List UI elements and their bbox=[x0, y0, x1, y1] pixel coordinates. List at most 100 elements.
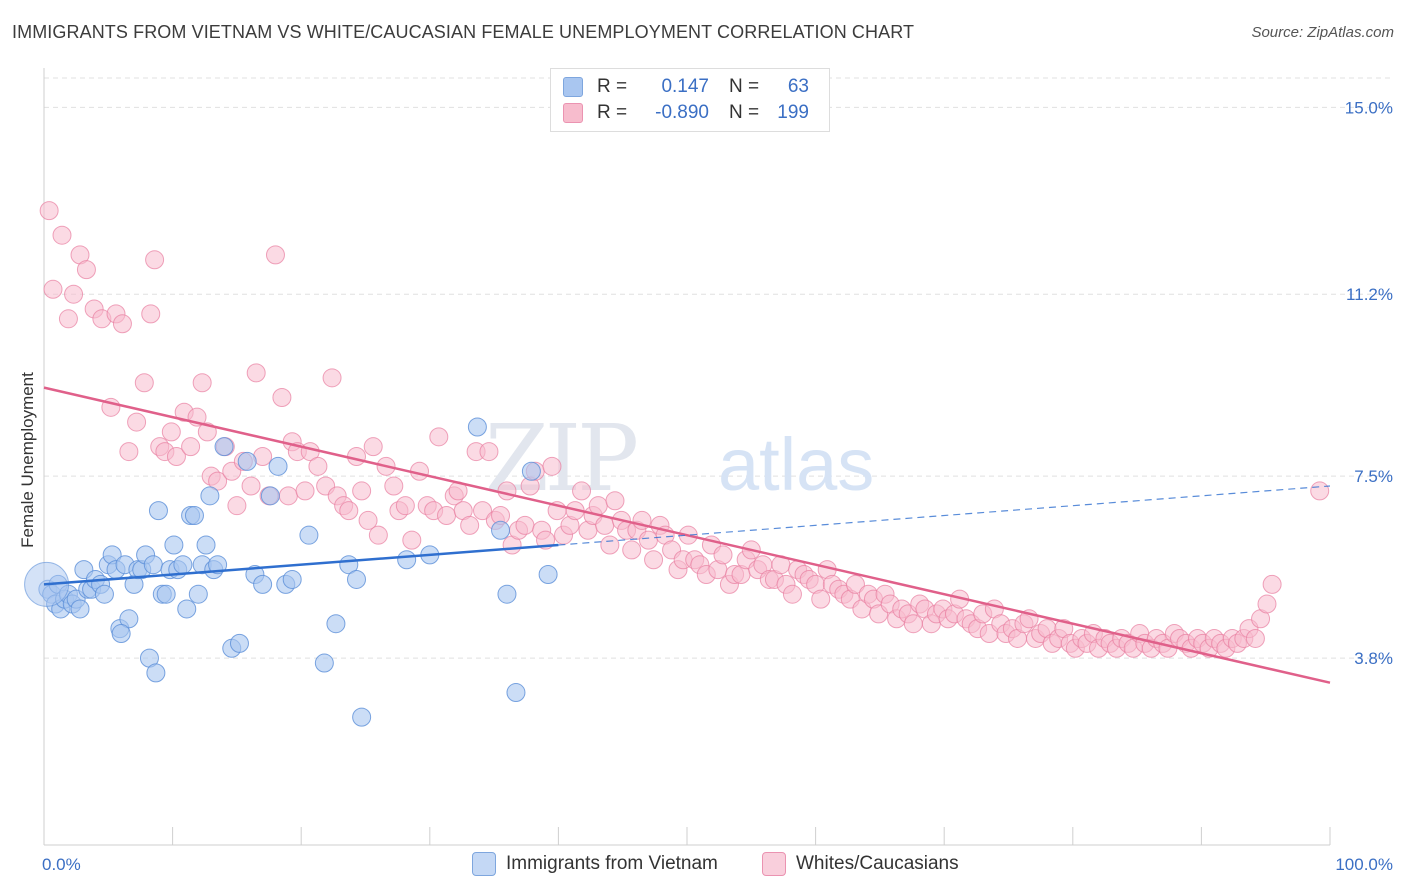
point-whites-caucasians bbox=[460, 515, 480, 535]
point-whites-caucasians bbox=[600, 535, 620, 555]
point-whites-caucasians bbox=[542, 456, 562, 476]
point-immigrants-vietnam bbox=[94, 584, 114, 604]
point-whites-caucasians bbox=[346, 447, 366, 466]
legend-swatch-pink bbox=[563, 103, 583, 123]
point-immigrants-vietnam bbox=[506, 683, 526, 703]
legend-r-label: R = bbox=[597, 102, 628, 123]
point-whites-caucasians bbox=[295, 481, 315, 501]
point-immigrants-vietnam bbox=[397, 550, 417, 570]
point-whites-caucasians bbox=[208, 471, 228, 491]
point-immigrants-vietnam bbox=[214, 437, 234, 457]
legend-n-label: N = bbox=[729, 102, 760, 123]
point-immigrants-vietnam bbox=[188, 584, 208, 604]
point-whites-caucasians bbox=[1257, 594, 1277, 614]
point-immigrants-vietnam bbox=[253, 574, 273, 594]
point-immigrants-vietnam bbox=[156, 584, 176, 604]
x-tick-labels: 0.0% 100.0% bbox=[42, 855, 1393, 874]
point-immigrants-vietnam bbox=[196, 535, 216, 555]
point-immigrants-vietnam bbox=[260, 486, 280, 506]
point-immigrants-vietnam bbox=[491, 520, 511, 540]
point-whites-caucasians bbox=[352, 481, 372, 501]
point-whites-caucasians bbox=[339, 501, 359, 521]
point-whites-caucasians bbox=[903, 614, 923, 634]
point-whites-caucasians bbox=[145, 250, 165, 270]
legend-row-whites: R = -0.890 N = 199 bbox=[563, 100, 809, 126]
point-whites-caucasians bbox=[588, 496, 608, 516]
legend-r-label: R = bbox=[597, 76, 628, 97]
point-whites-caucasians bbox=[322, 368, 342, 388]
point-whites-caucasians bbox=[437, 506, 457, 526]
trend-lines bbox=[43, 386, 1331, 684]
point-whites-caucasians bbox=[52, 225, 72, 245]
point-immigrants-vietnam bbox=[70, 599, 90, 619]
point-whites-caucasians bbox=[43, 279, 63, 299]
legend-n-label: N = bbox=[729, 76, 760, 97]
point-immigrants-vietnam bbox=[143, 555, 163, 575]
point-immigrants-vietnam bbox=[164, 535, 184, 555]
point-whites-caucasians bbox=[429, 427, 449, 447]
series-immigrants-vietnam bbox=[24, 417, 558, 727]
point-whites-caucasians bbox=[181, 437, 201, 457]
point-whites-caucasians bbox=[395, 496, 415, 516]
legend-n-value: 63 bbox=[787, 76, 809, 97]
point-whites-caucasians bbox=[272, 387, 292, 407]
point-whites-caucasians bbox=[782, 584, 802, 604]
point-immigrants-vietnam bbox=[119, 609, 139, 629]
point-immigrants-vietnam bbox=[111, 624, 131, 644]
point-whites-caucasians bbox=[358, 510, 378, 530]
point-whites-caucasians bbox=[241, 476, 261, 496]
point-whites-caucasians bbox=[595, 515, 615, 535]
point-whites-caucasians bbox=[363, 437, 383, 457]
point-whites-caucasians bbox=[515, 515, 535, 535]
point-whites-caucasians bbox=[368, 525, 388, 545]
point-immigrants-vietnam bbox=[299, 525, 319, 545]
legend-swatch-pink bbox=[762, 852, 786, 876]
point-immigrants-vietnam bbox=[521, 461, 541, 481]
point-immigrants-vietnam bbox=[146, 663, 166, 683]
watermark: ZIP atlas bbox=[485, 405, 874, 512]
point-whites-caucasians bbox=[479, 442, 499, 462]
point-immigrants-vietnam bbox=[352, 707, 372, 727]
legend-n-value: 199 bbox=[777, 102, 809, 123]
point-immigrants-vietnam bbox=[538, 565, 558, 585]
point-whites-caucasians bbox=[605, 491, 625, 511]
point-whites-caucasians bbox=[161, 422, 181, 442]
point-whites-caucasians bbox=[473, 501, 493, 521]
point-whites-caucasians bbox=[713, 545, 733, 565]
point-immigrants-vietnam bbox=[268, 456, 288, 476]
point-immigrants-vietnam bbox=[200, 486, 220, 506]
point-immigrants-vietnam bbox=[282, 569, 302, 589]
trend-line-vietnam-extrapolated bbox=[558, 485, 1331, 546]
legend-item-whites: Whites/Caucasians bbox=[762, 852, 959, 876]
point-whites-caucasians bbox=[308, 456, 328, 476]
y-tick-label: 15.0% bbox=[1345, 98, 1393, 117]
point-immigrants-vietnam bbox=[467, 417, 487, 437]
point-whites-caucasians bbox=[497, 481, 517, 501]
chart-title: IMMIGRANTS FROM VIETNAM VS WHITE/CAUCASI… bbox=[12, 22, 915, 42]
point-whites-caucasians bbox=[1310, 481, 1330, 501]
point-immigrants-vietnam bbox=[346, 569, 366, 589]
point-whites-caucasians bbox=[58, 309, 78, 329]
point-immigrants-vietnam bbox=[148, 501, 168, 521]
series-legend: Immigrants from Vietnam Whites/Caucasian… bbox=[0, 852, 1406, 878]
legend-swatch-blue bbox=[563, 77, 583, 97]
point-whites-caucasians bbox=[141, 304, 161, 324]
point-immigrants-vietnam bbox=[326, 614, 346, 634]
point-immigrants-vietnam bbox=[229, 633, 249, 653]
point-whites-caucasians bbox=[402, 530, 422, 550]
y-tick-labels: 3.8% 7.5% 11.2% 15.0% bbox=[1345, 98, 1393, 668]
point-whites-caucasians bbox=[112, 314, 132, 334]
point-immigrants-vietnam bbox=[497, 584, 517, 604]
point-whites-caucasians bbox=[644, 550, 664, 570]
y-tick-label: 3.8% bbox=[1354, 649, 1393, 668]
point-immigrants-vietnam bbox=[314, 653, 334, 673]
point-whites-caucasians bbox=[845, 574, 865, 594]
point-whites-caucasians bbox=[572, 481, 592, 501]
trend-line-whites bbox=[43, 386, 1331, 684]
x-tick-label: 100.0% bbox=[1335, 855, 1393, 874]
point-whites-caucasians bbox=[246, 363, 266, 383]
series-whites-caucasians bbox=[39, 201, 1330, 658]
point-whites-caucasians bbox=[811, 589, 831, 609]
point-whites-caucasians bbox=[64, 284, 84, 304]
legend-swatch-blue bbox=[472, 852, 496, 876]
